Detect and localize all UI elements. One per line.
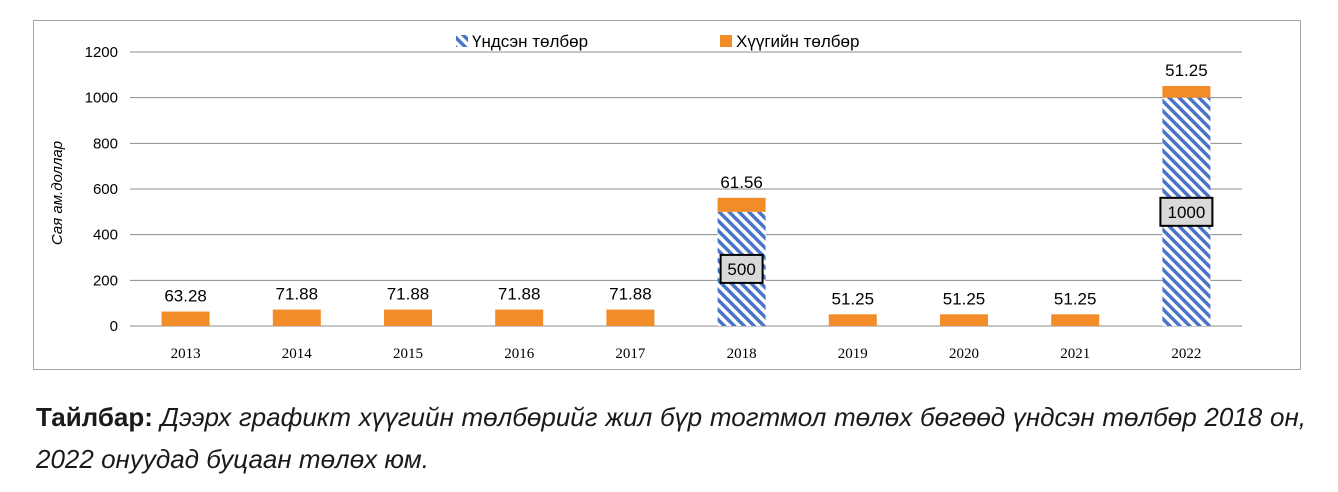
y-tick-label: 0 <box>110 318 118 335</box>
bar-interest <box>384 309 432 326</box>
x-tick-label: 2015 <box>393 346 423 362</box>
y-axis-title: Сая ам.доллар <box>49 141 66 245</box>
x-tick-label: 2018 <box>727 346 757 362</box>
x-tick-label: 2016 <box>504 346 535 362</box>
y-tick-label: 600 <box>93 181 118 198</box>
bar-interest <box>1162 85 1211 98</box>
data-label-interest: 51.25 <box>832 289 875 308</box>
stacked-bar-chart: 0 200 400 600 800 1000 1200 Сая ам.доллар 63.28 2… <box>49 32 1242 362</box>
x-tick-label: 2017 <box>615 346 646 362</box>
bar-interest <box>1051 314 1100 326</box>
caption: Тайлбар: Дээрх графикт хүүгийн төлбөрийг… <box>36 396 1306 480</box>
y-tick-label: 800 <box>93 135 118 152</box>
x-tick-label: 2014 <box>282 346 313 362</box>
data-label-interest: 51.25 <box>943 289 986 308</box>
x-tick-label: 2013 <box>171 346 201 362</box>
bar-interest <box>495 309 544 326</box>
data-label-box <box>1159 196 1214 227</box>
legend-label: Хүүгийн төлбөр <box>736 32 859 51</box>
data-label-interest: 61.56 <box>720 173 763 192</box>
bar-interest <box>606 309 655 326</box>
bar-interest <box>272 309 321 326</box>
y-tick-label: 1200 <box>85 44 118 61</box>
bar-interest <box>161 311 210 326</box>
y-tick-label: 1000 <box>85 90 118 107</box>
y-tick-label: 400 <box>93 227 118 244</box>
legend-swatch <box>456 35 468 47</box>
x-tick-label: 2021 <box>1060 346 1090 362</box>
caption-body: Дээрх графикт хүүгийн төлбөрийг жил бүр … <box>36 402 1306 474</box>
bar-interest <box>940 314 988 326</box>
chart-frame <box>33 20 1301 370</box>
bar-interest <box>828 314 877 326</box>
bar-interest <box>717 197 766 212</box>
data-label-interest: 71.88 <box>498 285 541 304</box>
caption-lead: Тайлбар: <box>36 402 153 432</box>
data-label-interest: 71.88 <box>276 285 319 304</box>
legend-label: Үндсэн төлбөр <box>472 32 588 51</box>
y-tick-label: 200 <box>93 272 118 289</box>
x-tick-label: 2020 <box>949 346 979 362</box>
data-label-principal: 1000 <box>1167 203 1205 222</box>
data-label-box <box>719 253 764 284</box>
legend-swatch <box>720 35 732 47</box>
data-label-interest: 71.88 <box>609 285 652 304</box>
data-label-interest: 51.25 <box>1165 61 1208 80</box>
x-tick-label: 2022 <box>1171 346 1201 362</box>
data-label-interest: 63.28 <box>164 287 207 306</box>
data-label-interest: 71.88 <box>387 285 430 304</box>
data-label-interest: 51.25 <box>1054 289 1097 308</box>
x-tick-label: 2019 <box>838 346 868 362</box>
data-label-principal: 500 <box>727 260 755 279</box>
